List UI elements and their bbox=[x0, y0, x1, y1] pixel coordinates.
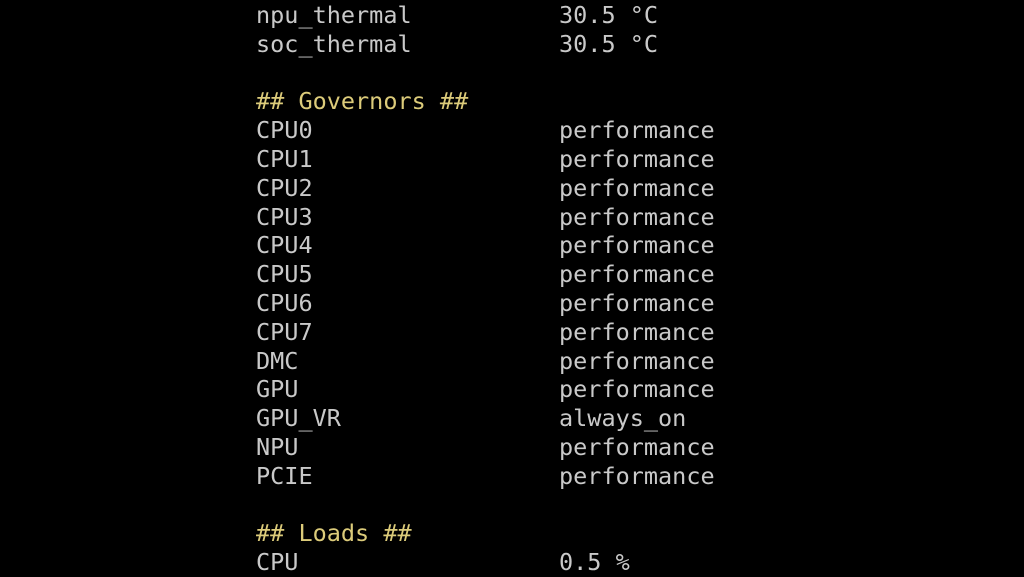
item-value: performance bbox=[559, 202, 715, 231]
load-row: CPU 0.5 % bbox=[256, 548, 956, 577]
blank-line bbox=[256, 59, 956, 88]
item-name: CPU4 bbox=[256, 231, 313, 260]
governor-row: CPU2 performance bbox=[256, 174, 956, 203]
governor-row: GPU_VR always_on bbox=[256, 404, 956, 433]
item-name: NPU bbox=[256, 432, 299, 461]
governor-row: NPU performance bbox=[256, 433, 956, 462]
loads-heading: ## Loads ## bbox=[256, 519, 412, 548]
item-name: GPU bbox=[256, 375, 299, 404]
item-value: performance bbox=[559, 432, 715, 461]
item-name: CPU7 bbox=[256, 317, 313, 346]
item-value: performance bbox=[559, 288, 715, 317]
item-name: CPU1 bbox=[256, 144, 313, 173]
item-value: performance bbox=[559, 317, 715, 346]
item-value: performance bbox=[559, 461, 715, 490]
item-value: performance bbox=[559, 346, 715, 375]
governor-row: CPU5 performance bbox=[256, 260, 956, 289]
governor-row: DMC performance bbox=[256, 347, 956, 376]
item-value: performance bbox=[559, 116, 715, 145]
item-value: performance bbox=[559, 144, 715, 173]
sensor-value: 30.5 °C bbox=[559, 1, 659, 29]
sensor-name: npu_thermal bbox=[256, 1, 412, 29]
governor-row: CPU7 performance bbox=[256, 318, 956, 347]
terminal-output: npu_thermal 30.5 °C soc_thermal 30.5 °C ##… bbox=[256, 1, 956, 577]
item-name: CPU5 bbox=[256, 260, 313, 289]
item-value: performance bbox=[559, 173, 715, 202]
governor-row: GPU performance bbox=[256, 375, 956, 404]
blank-line bbox=[256, 491, 956, 520]
sensor-value: 30.5 °C bbox=[559, 29, 659, 58]
governors-heading: ## Governors ## bbox=[256, 87, 469, 116]
item-name: DMC bbox=[256, 346, 299, 375]
item-name: CPU6 bbox=[256, 288, 313, 317]
item-value: performance bbox=[559, 260, 715, 289]
governor-row: CPU3 performance bbox=[256, 203, 956, 232]
item-name: GPU_VR bbox=[256, 404, 341, 433]
governor-row: CPU6 performance bbox=[256, 289, 956, 318]
thermal-row: npu_thermal 30.5 °C bbox=[256, 1, 956, 30]
item-value: performance bbox=[559, 375, 715, 404]
item-name: CPU0 bbox=[256, 116, 313, 145]
thermal-row: soc_thermal 30.5 °C bbox=[256, 30, 956, 59]
sensor-name: soc_thermal bbox=[256, 29, 412, 58]
item-name: CPU3 bbox=[256, 202, 313, 231]
governor-row: PCIE performance bbox=[256, 462, 956, 491]
item-name: CPU bbox=[256, 548, 299, 577]
item-name: PCIE bbox=[256, 461, 313, 490]
governor-row: CPU4 performance bbox=[256, 231, 956, 260]
item-value: 0.5 % bbox=[559, 548, 630, 577]
governor-row: CPU1 performance bbox=[256, 145, 956, 174]
item-value: always_on bbox=[559, 404, 687, 433]
item-value: performance bbox=[559, 231, 715, 260]
item-name: CPU2 bbox=[256, 173, 313, 202]
governor-row: CPU0 performance bbox=[256, 116, 956, 145]
